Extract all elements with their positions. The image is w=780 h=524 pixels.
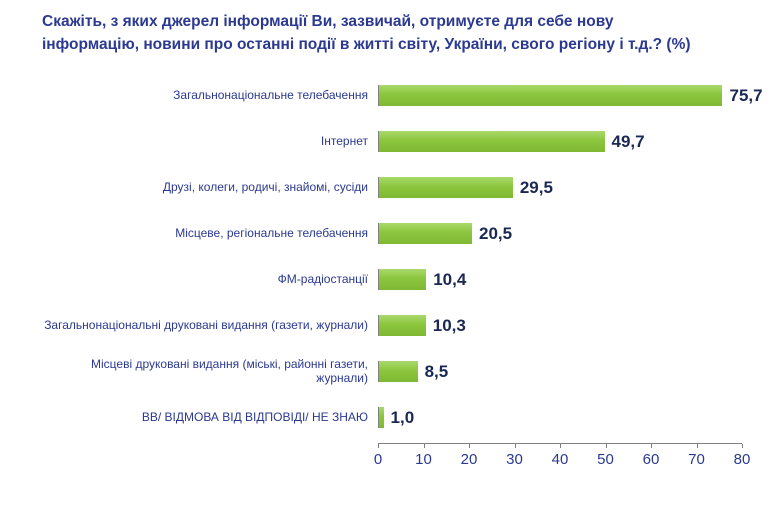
chart-row: Загальнонаціональне телебачення 75,7 bbox=[42, 73, 763, 119]
bar bbox=[379, 315, 426, 336]
bar-track: 75,7 bbox=[378, 85, 763, 106]
x-axis-tick-mark bbox=[378, 443, 379, 448]
value-label: 49,7 bbox=[611, 131, 645, 151]
x-axis-tick-label: 70 bbox=[688, 450, 705, 468]
category-label: Місцеве, регіональне телебачення bbox=[175, 225, 368, 240]
bar-track: 10,3 bbox=[378, 315, 742, 336]
bar-track: 49,7 bbox=[378, 131, 742, 152]
category-label: ФМ-радіостанції bbox=[277, 271, 368, 286]
x-axis-tick-mark bbox=[514, 443, 516, 448]
x-axis-tick-mark bbox=[696, 443, 698, 448]
x-axis-row: 0 10 20 30 40 50 60 70 80 bbox=[42, 442, 750, 473]
chart-title: Скажіть, з яких джерел інформації Ви, за… bbox=[42, 13, 691, 54]
category-label: ВВ/ ВІДМОВА ВІД ВІДПОВІДІ/ НЕ ЗНАЮ bbox=[141, 409, 368, 424]
bar bbox=[379, 177, 513, 198]
x-axis-tick-label: 10 bbox=[415, 450, 432, 468]
value-label: 20,5 bbox=[479, 223, 513, 243]
x-axis-tick-label: 0 bbox=[373, 450, 383, 468]
chart-rows: Загальнонаціональне телебачення 75,7 Інтер… bbox=[42, 73, 763, 441]
x-axis-tick-label: 20 bbox=[460, 450, 478, 468]
x-axis-tick-mark bbox=[742, 443, 743, 448]
x-axis-tick-mark bbox=[423, 443, 425, 448]
value-label: 1,0 bbox=[390, 407, 415, 427]
bar-chart: Загальнонаціональне телебачення 75,7 Інтер… bbox=[42, 73, 763, 473]
value-label: 10,4 bbox=[433, 269, 467, 289]
bar bbox=[379, 407, 384, 428]
x-axis-tick-mark bbox=[469, 443, 470, 448]
x-axis-spacer bbox=[42, 443, 378, 473]
chart-row: Загальнонаціональні друковані видання (г… bbox=[42, 303, 742, 349]
bar bbox=[379, 85, 723, 106]
chart-row: Друзі, колеги, родичі, знайомі, сусіди 29… bbox=[42, 165, 742, 211]
value-label: 75,7 bbox=[729, 85, 763, 105]
x-axis-tick-mark bbox=[651, 443, 652, 448]
category-label: Загальнонаціональне телебачення bbox=[173, 87, 368, 102]
x-axis: 0 10 20 30 40 50 60 70 80 bbox=[374, 442, 750, 473]
x-axis-tick-mark bbox=[605, 443, 607, 448]
x-axis-tick-label: 30 bbox=[506, 450, 523, 468]
x-axis-tick-label: 50 bbox=[597, 450, 614, 468]
chart-row: Місцеві друковані видання (міські, район… bbox=[42, 349, 742, 395]
x-axis-tick-mark bbox=[560, 443, 561, 448]
bar-track: 8,5 bbox=[378, 361, 742, 382]
bar bbox=[379, 131, 605, 152]
category-label: Загальнонаціональні друковані видання (г… bbox=[44, 317, 368, 332]
chart-row: ВВ/ ВІДМОВА ВІД ВІДПОВІДІ/ НЕ ЗНАЮ 1,0 bbox=[42, 395, 742, 441]
bar-track: 1,0 bbox=[378, 407, 742, 428]
value-label: 10,3 bbox=[432, 315, 466, 335]
category-label: Місцеві друковані видання (міські, район… bbox=[91, 356, 368, 385]
x-axis-tick-label: 60 bbox=[642, 450, 660, 468]
bar bbox=[379, 223, 473, 244]
value-label: 8,5 bbox=[424, 361, 449, 381]
bar bbox=[379, 361, 418, 382]
x-axis-tick-label: 80 bbox=[733, 450, 751, 468]
bar-track: 10,4 bbox=[378, 269, 742, 290]
value-label: 29,5 bbox=[519, 177, 553, 197]
chart-row: Місцеве, регіональне телебачення 20,5 bbox=[42, 211, 742, 257]
category-label: Інтернет bbox=[320, 133, 368, 148]
chart-row: ФМ-радіостанції 10,4 bbox=[42, 257, 742, 303]
x-axis-tick-label: 40 bbox=[551, 450, 569, 468]
bar-track: 29,5 bbox=[378, 177, 742, 198]
bar bbox=[379, 269, 427, 290]
chart-row: Інтернет 49,7 bbox=[42, 119, 742, 165]
bar-track: 20,5 bbox=[378, 223, 742, 244]
category-label: Друзі, колеги, родичі, знайомі, сусіди bbox=[162, 179, 368, 194]
